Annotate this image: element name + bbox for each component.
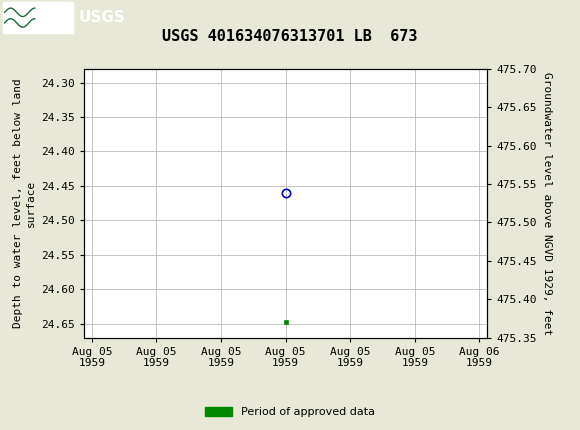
Y-axis label: Groundwater level above NGVD 1929, feet: Groundwater level above NGVD 1929, feet: [542, 71, 552, 335]
FancyBboxPatch shape: [3, 2, 72, 34]
Text: USGS 401634076313701 LB  673: USGS 401634076313701 LB 673: [162, 29, 418, 44]
Legend: Period of approved data: Period of approved data: [205, 406, 375, 417]
Text: USGS: USGS: [78, 10, 125, 25]
Y-axis label: Depth to water level, feet below land
surface: Depth to water level, feet below land su…: [13, 78, 36, 328]
